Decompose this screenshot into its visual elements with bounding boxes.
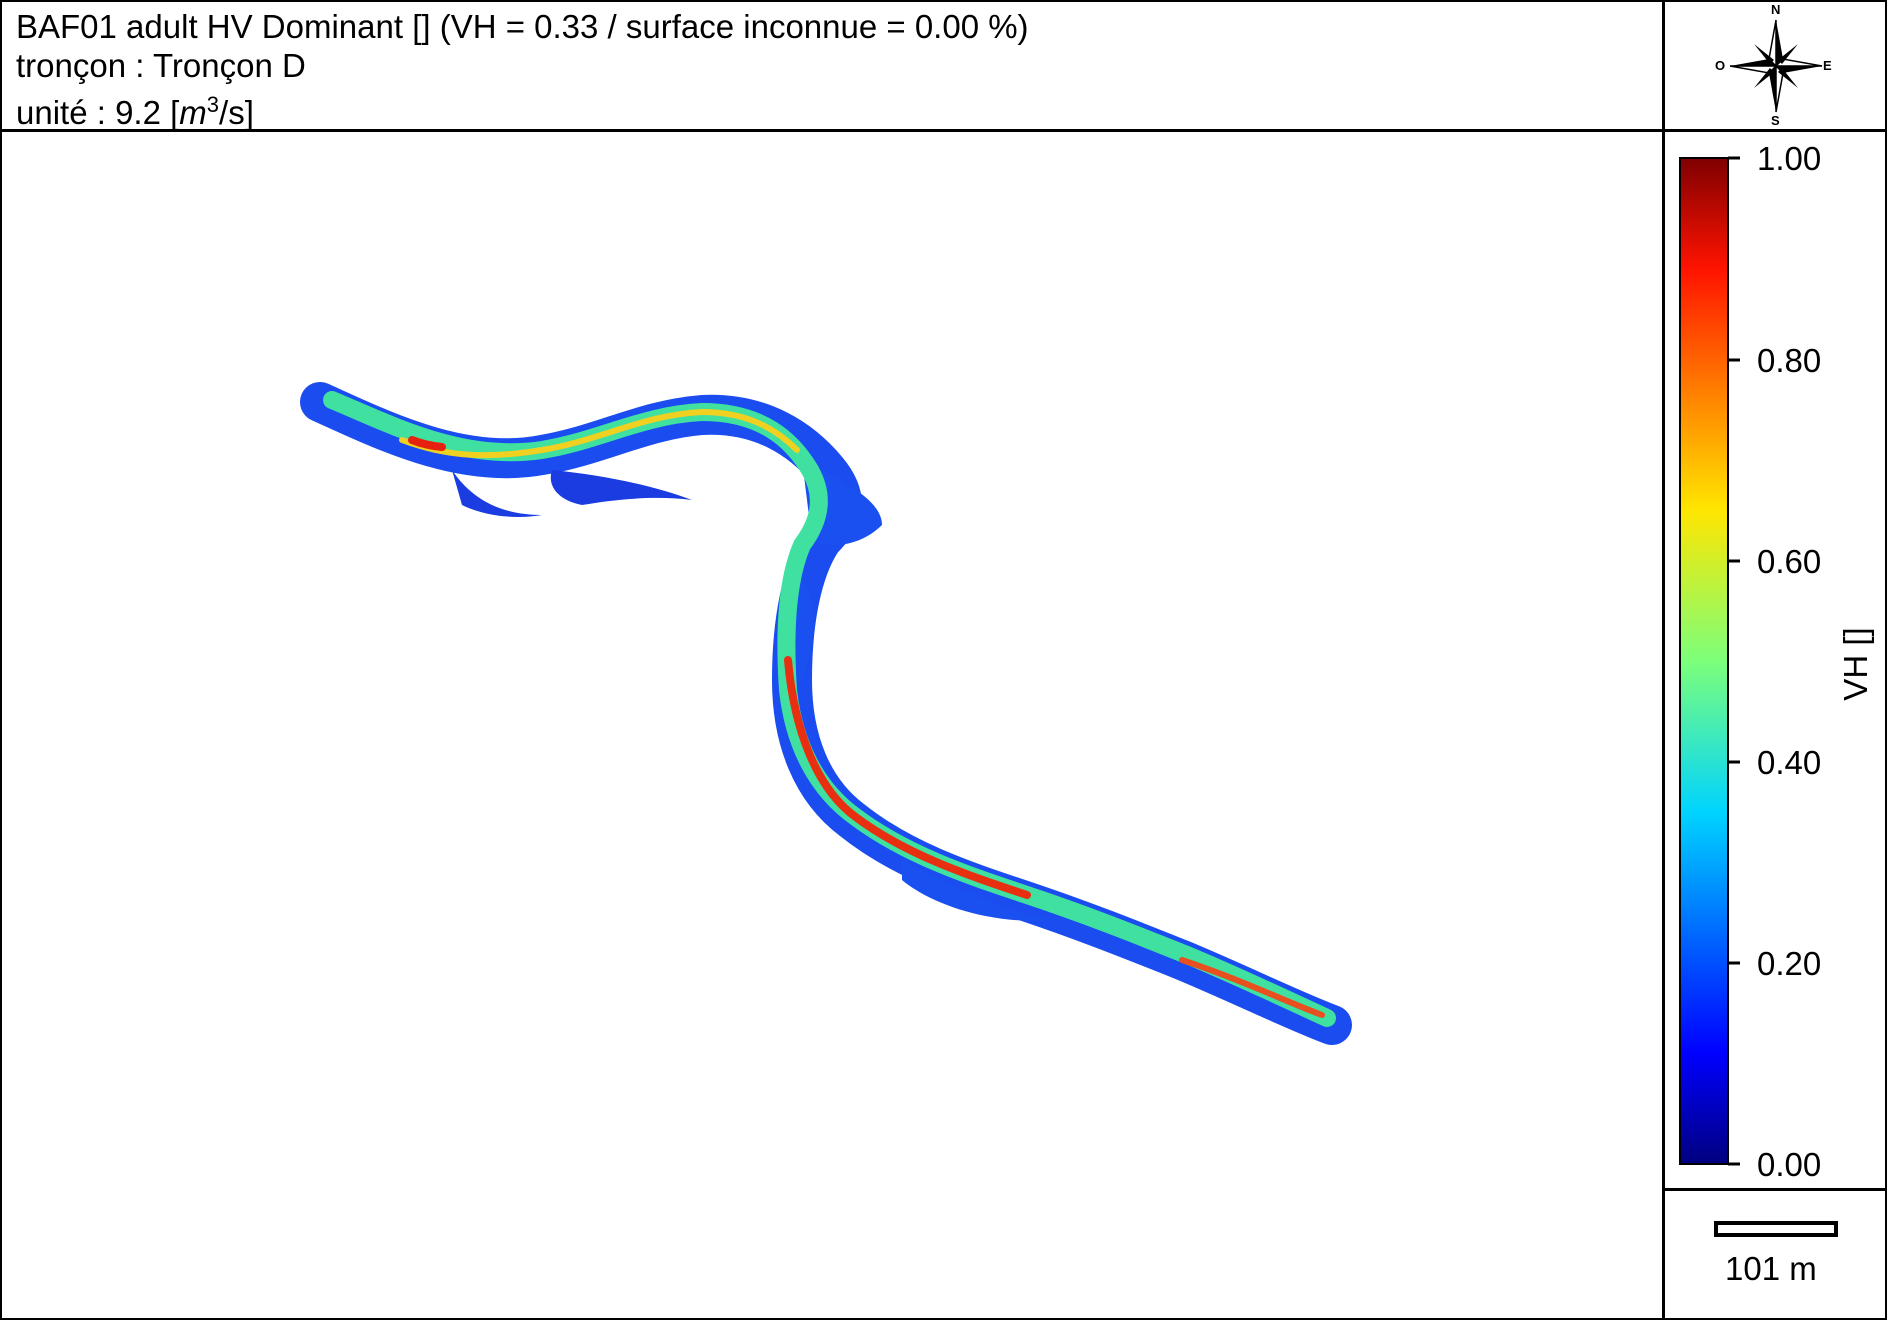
river-core-band [1179,957,1325,1018]
river-side-pool [902,860,1052,921]
colorbar-tick-label: 0.60 [1757,543,1822,580]
colorbar-gradient [1679,157,1729,1165]
reach-label: tronçon : Tronçon D [16,47,306,84]
map-canvas [300,382,1352,1045]
colorbar [1679,156,1740,1166]
compass: N S E O [1665,0,1887,129]
colorbar-tick-label: 0.00 [1757,1146,1822,1183]
colorbar-axis-label: VH [] [1837,627,1874,701]
discharge-label: unité : 9.2 [m3/s] [16,86,254,132]
river-side-pool [550,470,692,505]
scale-divider [1662,1188,1887,1191]
scale-bar [1714,1221,1838,1237]
colorbar-tick-label: 1.00 [1757,140,1822,177]
compass-south-label: S [1771,113,1780,128]
scale-bar-label: 101 m [1725,1250,1817,1287]
colorbar-tick-label: 0.40 [1757,744,1822,781]
compass-east-label: E [1823,58,1832,73]
discharge-prefix: unité : 9.2 [ [16,94,180,131]
compass-rose-icon [1729,19,1823,113]
river-core-band [408,436,446,451]
discharge-unit: m [179,94,207,131]
colorbar-tick-label: 0.20 [1757,945,1822,982]
discharge-unit-exp: 3 [206,92,220,117]
river-core-band [399,408,800,459]
river-core-band [784,656,1031,899]
header-divider [0,129,1887,132]
sidebar-divider [1662,0,1665,1320]
compass-west-label: O [1715,58,1726,73]
discharge-suffix: /s] [219,94,254,131]
compass-north-label: N [1771,2,1781,17]
colorbar-tick-label: 0.80 [1757,342,1822,379]
map-title: BAF01 adult HV Dominant [] (VH = 0.33 / … [16,8,1029,45]
river-side-pool [452,470,542,517]
